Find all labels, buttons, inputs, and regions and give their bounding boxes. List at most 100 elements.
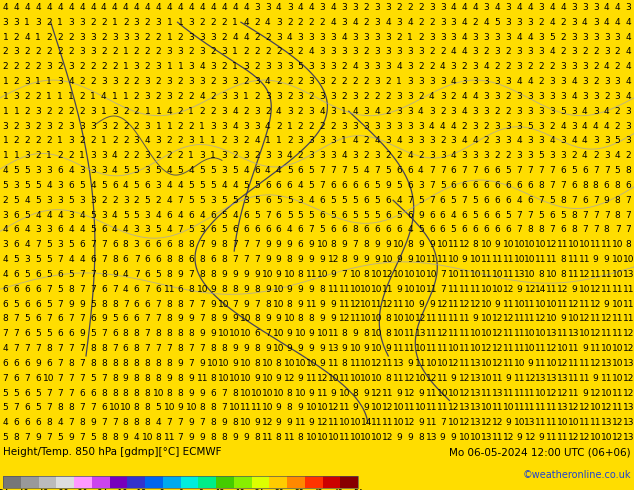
Text: 11: 11	[514, 344, 525, 353]
Text: 6: 6	[342, 225, 347, 234]
Text: 1: 1	[276, 136, 281, 146]
Text: 3: 3	[101, 211, 107, 220]
Text: 6: 6	[472, 181, 479, 190]
Text: 3: 3	[145, 122, 150, 130]
Text: 1: 1	[155, 107, 162, 116]
Text: 2: 2	[134, 122, 139, 130]
Text: 3: 3	[90, 122, 96, 130]
Text: 4: 4	[243, 18, 249, 27]
Text: 3: 3	[36, 18, 41, 27]
Text: 3: 3	[582, 77, 588, 86]
Text: 9: 9	[342, 240, 347, 249]
Text: 8: 8	[538, 225, 544, 234]
Text: 9: 9	[298, 374, 304, 383]
Text: 8: 8	[298, 433, 304, 442]
Text: 5: 5	[418, 196, 424, 205]
Text: 1: 1	[167, 62, 172, 71]
Text: 3: 3	[527, 136, 533, 146]
Text: 3: 3	[199, 77, 205, 86]
Text: 3: 3	[571, 122, 577, 130]
Text: 9: 9	[79, 329, 85, 338]
Text: 9: 9	[582, 344, 588, 353]
Text: 9: 9	[68, 299, 74, 309]
Text: 1: 1	[123, 92, 129, 101]
Text: 3: 3	[385, 48, 391, 56]
Text: 3: 3	[484, 92, 489, 101]
Text: 3: 3	[615, 32, 621, 42]
Text: 8: 8	[582, 181, 588, 190]
Text: 4: 4	[462, 3, 467, 12]
Text: 10: 10	[153, 389, 164, 397]
Text: 7: 7	[101, 329, 107, 338]
Text: 9: 9	[287, 329, 292, 338]
Text: 10: 10	[349, 418, 361, 427]
Text: 3: 3	[3, 240, 8, 249]
Text: 2: 2	[90, 18, 96, 27]
Text: 3: 3	[418, 136, 424, 146]
Text: 11: 11	[437, 255, 448, 264]
Text: 4: 4	[462, 107, 467, 116]
Text: 7: 7	[221, 389, 227, 397]
Text: 3: 3	[13, 181, 19, 190]
Text: 5: 5	[232, 196, 238, 205]
Text: 5: 5	[560, 107, 566, 116]
Text: 7: 7	[46, 285, 52, 294]
Text: 3: 3	[374, 62, 380, 71]
Text: 12: 12	[372, 389, 383, 397]
Text: 4: 4	[527, 3, 533, 12]
Text: 5: 5	[287, 166, 292, 175]
Text: 10: 10	[470, 344, 481, 353]
Text: 7: 7	[101, 374, 107, 383]
Text: 2: 2	[396, 32, 402, 42]
Text: 9: 9	[221, 270, 227, 279]
Text: 2: 2	[112, 62, 117, 71]
Text: 10: 10	[404, 299, 416, 309]
Text: 6: 6	[90, 389, 96, 397]
Text: 7: 7	[57, 359, 63, 368]
Text: 8: 8	[221, 285, 227, 294]
Text: 2: 2	[495, 151, 500, 160]
Text: 3: 3	[538, 107, 544, 116]
Text: 3: 3	[13, 18, 19, 27]
Text: 1: 1	[243, 92, 249, 101]
Text: 4: 4	[145, 3, 150, 12]
Text: 4: 4	[156, 211, 161, 220]
Text: 3: 3	[342, 48, 347, 56]
Text: 2: 2	[298, 48, 304, 56]
Text: 4: 4	[473, 136, 478, 146]
Text: 2: 2	[527, 62, 533, 71]
Text: 2: 2	[287, 18, 292, 27]
Text: 3: 3	[221, 48, 227, 56]
Text: 9: 9	[385, 181, 391, 190]
Text: 11: 11	[612, 315, 623, 323]
Text: 6: 6	[396, 166, 402, 175]
Text: 9: 9	[287, 344, 292, 353]
Text: 2: 2	[68, 32, 74, 42]
Text: 8: 8	[221, 433, 227, 442]
Text: 3: 3	[309, 136, 314, 146]
Text: 12: 12	[404, 418, 416, 427]
Text: 6: 6	[440, 196, 446, 205]
Text: 1: 1	[46, 151, 52, 160]
Text: 10: 10	[491, 270, 503, 279]
Text: 6: 6	[495, 211, 500, 220]
Text: 9: 9	[265, 255, 271, 264]
Text: 11: 11	[426, 255, 437, 264]
Text: 10: 10	[44, 374, 55, 383]
Text: 8: 8	[134, 389, 139, 397]
Text: 12: 12	[481, 344, 492, 353]
Text: 9: 9	[265, 285, 271, 294]
Text: 10: 10	[481, 240, 492, 249]
Text: 7: 7	[90, 285, 96, 294]
Text: 3: 3	[3, 211, 8, 220]
Text: 5: 5	[527, 122, 533, 130]
Text: 5: 5	[25, 181, 30, 190]
Text: 1: 1	[407, 32, 413, 42]
Text: 10: 10	[273, 285, 285, 294]
Text: 7: 7	[79, 403, 85, 413]
Text: 13: 13	[568, 329, 579, 338]
Text: 1: 1	[265, 136, 271, 146]
Text: 5: 5	[13, 389, 19, 397]
Text: 1: 1	[90, 92, 96, 101]
Text: 6: 6	[505, 225, 511, 234]
